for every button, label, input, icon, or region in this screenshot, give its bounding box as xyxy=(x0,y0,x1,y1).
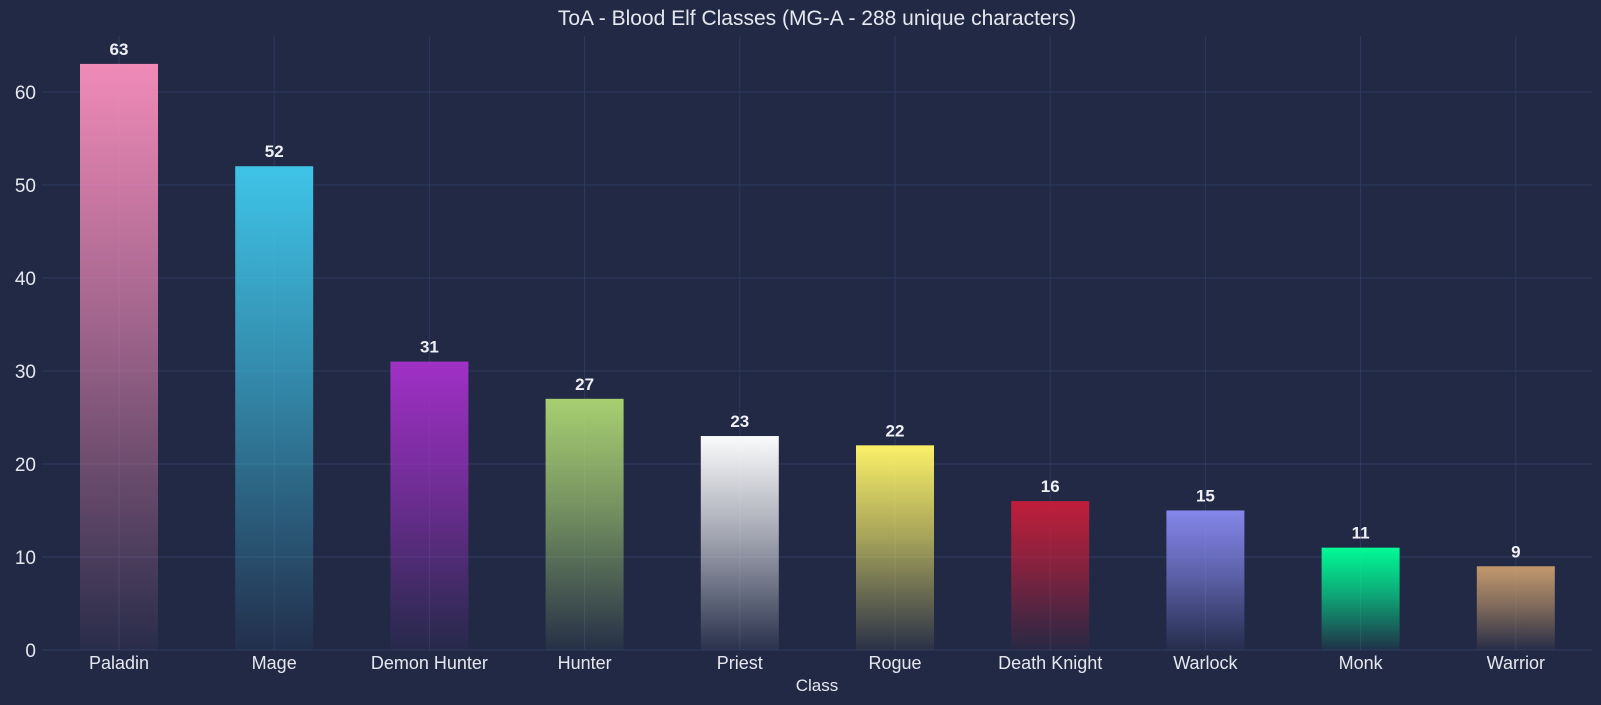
bar-death-knight xyxy=(1011,501,1090,650)
x-tick-label: Death Knight xyxy=(998,653,1102,673)
x-tick-label: Paladin xyxy=(89,653,149,673)
x-axis-label: Class xyxy=(796,676,839,695)
bar-monk xyxy=(1321,547,1400,650)
x-tick-label: Priest xyxy=(717,653,763,673)
y-tick-label: 10 xyxy=(15,548,36,569)
x-axis-ticks: Paladin Mage Demon Hunter Hunter Priest Rogue… xyxy=(89,653,1545,673)
value-label: 52 xyxy=(265,142,284,161)
bar-hunter xyxy=(545,398,624,650)
x-tick-label: Hunter xyxy=(558,653,612,673)
bar-paladin xyxy=(80,63,158,650)
value-label: 16 xyxy=(1041,477,1060,496)
value-labels: 63 52 31 27 23 22 16 15 11 9 xyxy=(110,40,1521,561)
value-label: 9 xyxy=(1511,542,1520,561)
value-label: 27 xyxy=(575,375,594,394)
y-tick-label: 40 xyxy=(15,269,36,290)
x-tick-label: Monk xyxy=(1339,653,1384,673)
x-tick-label: Warlock xyxy=(1173,653,1238,673)
y-axis-ticks: 0 10 20 30 40 50 60 xyxy=(15,83,36,662)
bar-priest xyxy=(700,436,779,650)
x-tick-label: Mage xyxy=(252,653,297,673)
value-label: 22 xyxy=(886,421,905,440)
bars xyxy=(80,63,1555,650)
x-tick-label: Rogue xyxy=(868,653,921,673)
y-tick-label: 60 xyxy=(15,83,36,104)
y-tick-label: 20 xyxy=(15,455,36,476)
value-label: 63 xyxy=(110,40,129,59)
x-tick-label: Demon Hunter xyxy=(371,653,488,673)
bar-demon-hunter xyxy=(390,361,469,650)
bar-mage xyxy=(235,166,314,650)
x-tick-label: Warrior xyxy=(1487,653,1545,673)
bar-rogue xyxy=(856,445,934,650)
chart-title: ToA - Blood Elf Classes (MG-A - 288 uniq… xyxy=(558,7,1076,30)
y-tick-label: 0 xyxy=(25,641,36,662)
bar-warlock xyxy=(1166,510,1245,650)
value-label: 31 xyxy=(420,338,439,357)
value-label: 11 xyxy=(1352,524,1370,543)
value-label: 15 xyxy=(1196,486,1215,505)
value-label: 23 xyxy=(730,412,749,431)
bar-warrior xyxy=(1476,566,1555,650)
y-tick-label: 30 xyxy=(15,362,36,383)
y-tick-label: 50 xyxy=(15,176,36,197)
